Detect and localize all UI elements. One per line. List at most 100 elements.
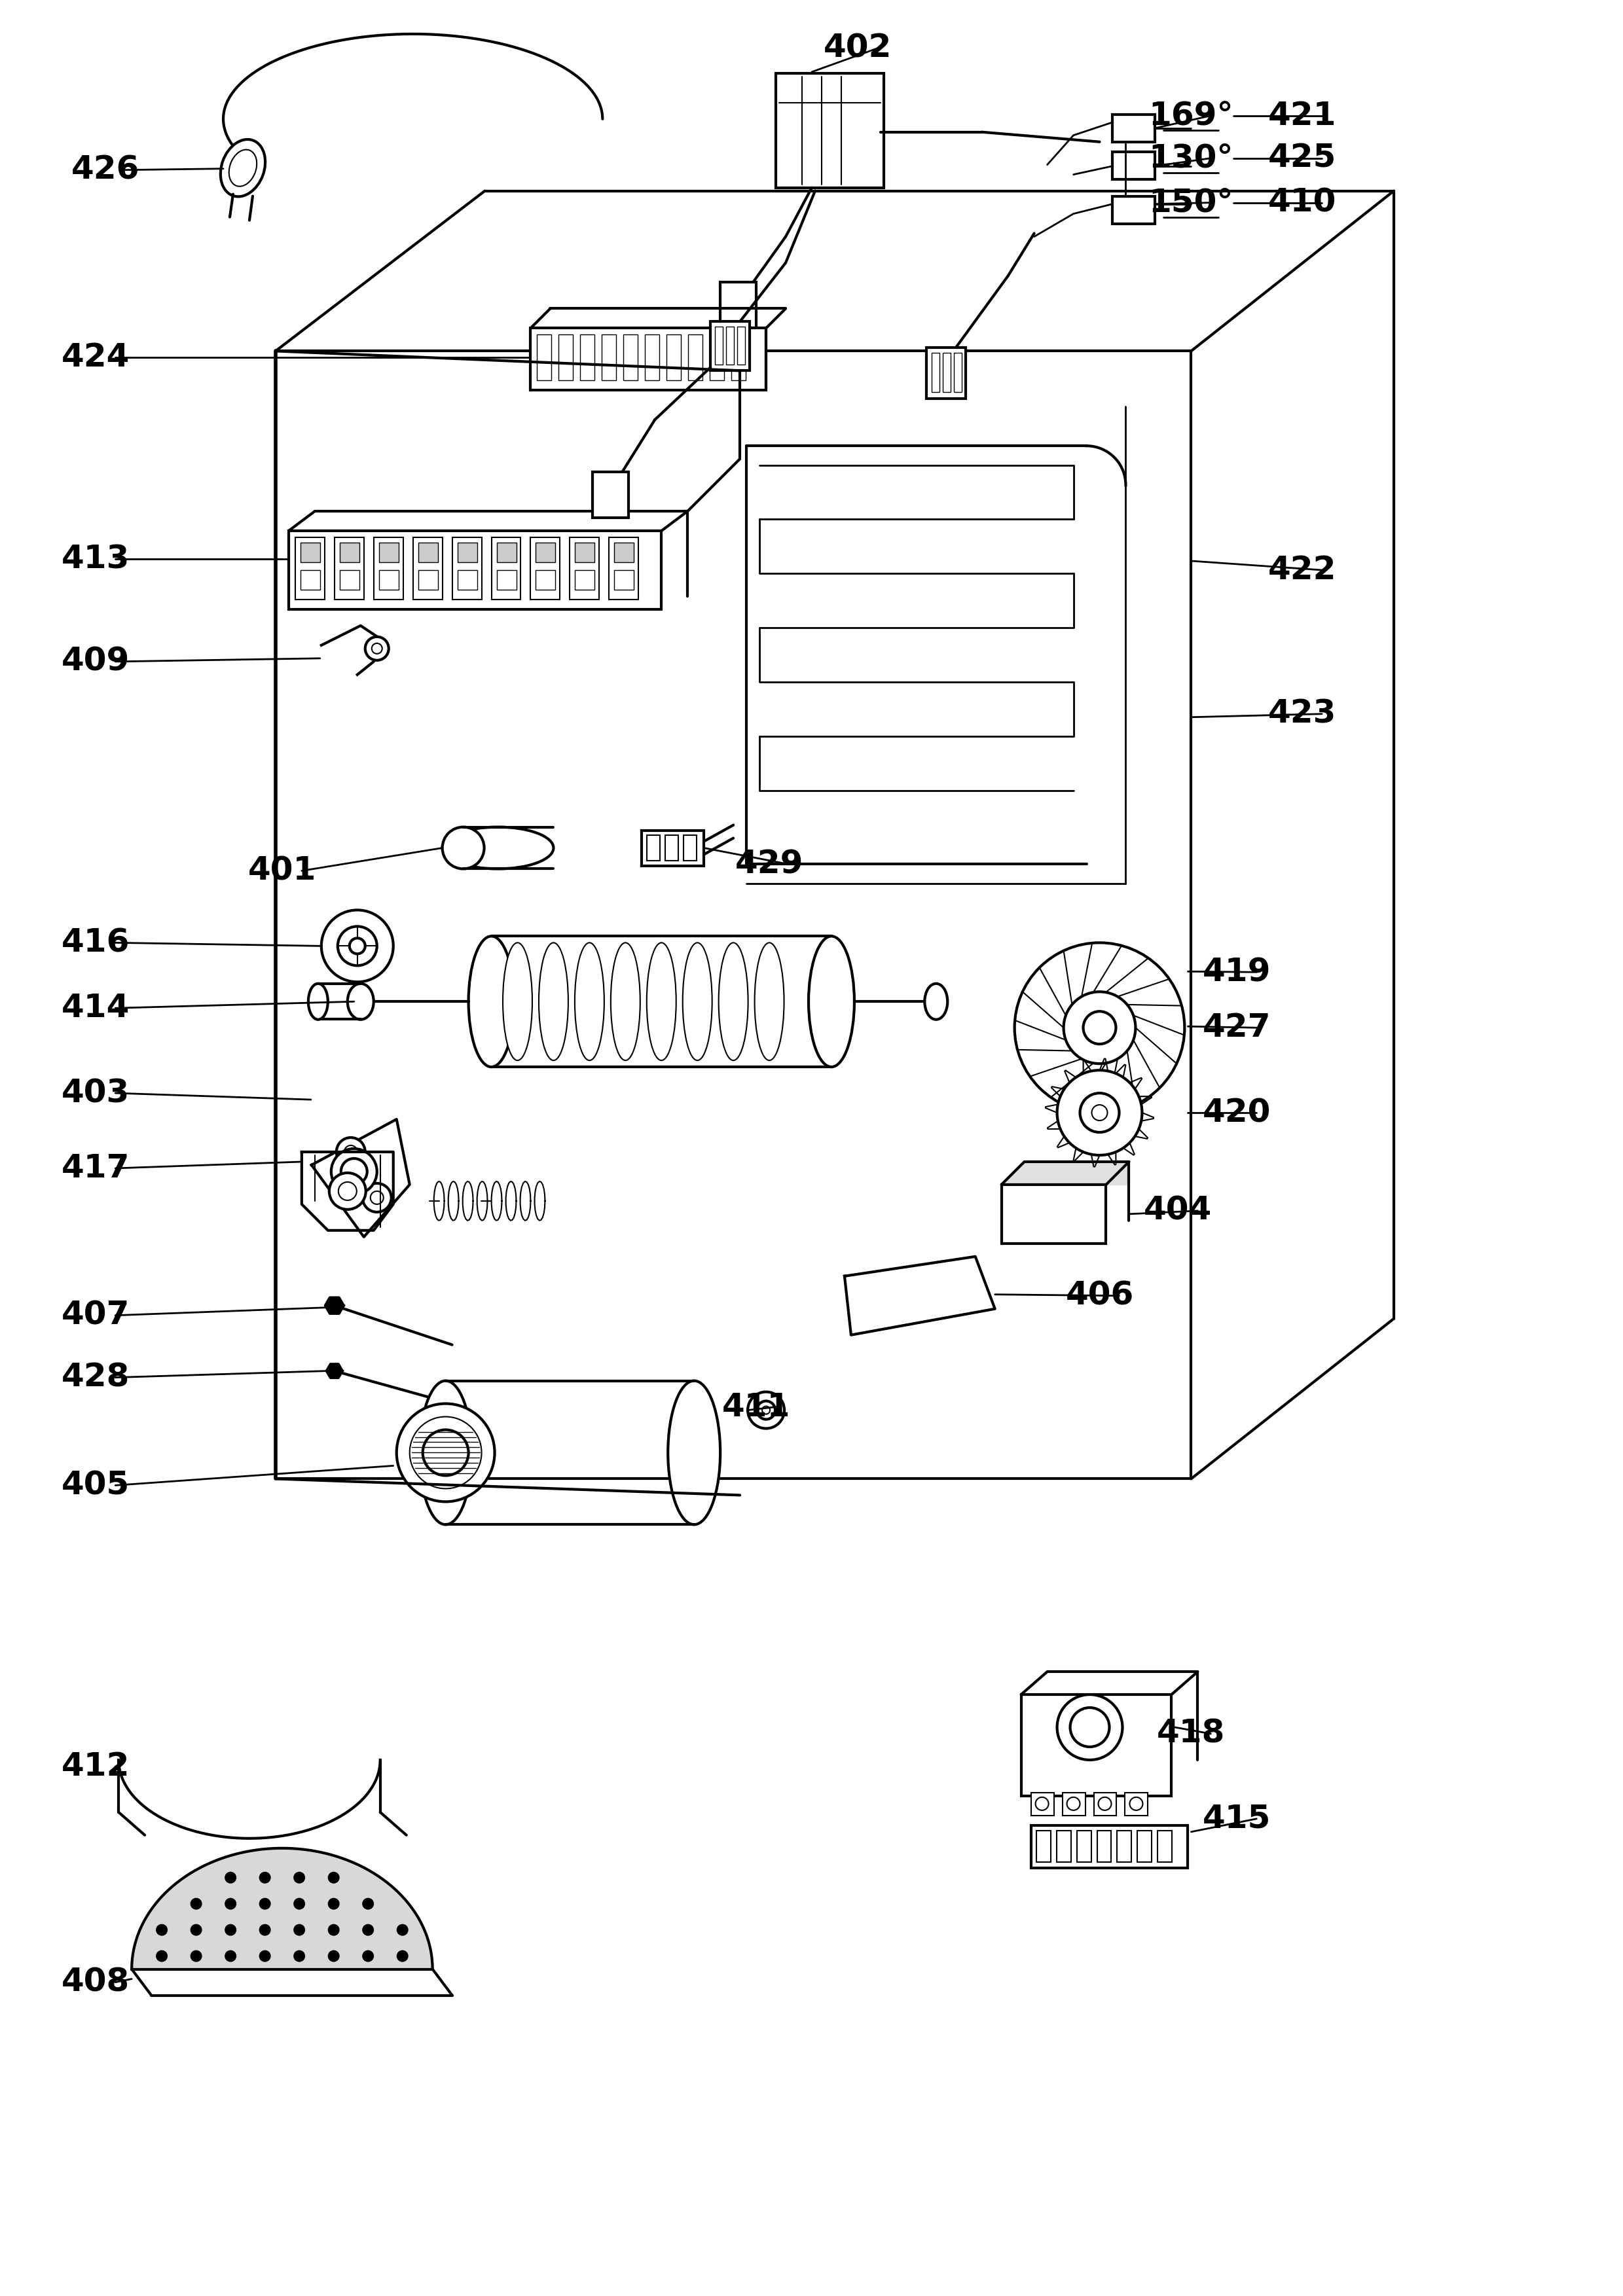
Bar — [1117, 1830, 1131, 1862]
Text: 130°: 130° — [1149, 142, 1233, 174]
Bar — [927, 347, 966, 400]
Bar — [615, 542, 635, 563]
Circle shape — [1130, 1798, 1143, 1809]
Text: 418: 418 — [1157, 1717, 1225, 1750]
Circle shape — [1057, 1694, 1123, 1761]
Bar — [1021, 1694, 1172, 1795]
Bar — [558, 335, 573, 381]
Text: 402: 402 — [823, 32, 891, 64]
Bar — [954, 354, 961, 393]
Bar — [1063, 1793, 1086, 1816]
Text: 425: 425 — [1268, 142, 1336, 174]
Bar — [1031, 1825, 1188, 1869]
Bar — [1076, 1830, 1091, 1862]
Polygon shape — [844, 1256, 995, 1334]
Text: 404: 404 — [1144, 1194, 1212, 1226]
Bar — [1094, 1793, 1117, 1816]
Bar — [1113, 152, 1156, 179]
Bar — [776, 73, 885, 188]
Circle shape — [338, 1182, 357, 1201]
Circle shape — [1096, 967, 1104, 974]
Circle shape — [294, 1949, 305, 1963]
Bar — [497, 542, 516, 563]
Circle shape — [294, 1924, 305, 1936]
Bar — [575, 569, 594, 590]
Bar — [725, 326, 734, 365]
Bar — [716, 326, 722, 365]
Bar — [1113, 195, 1156, 223]
Circle shape — [328, 1871, 339, 1883]
Text: 403: 403 — [62, 1077, 130, 1109]
Circle shape — [331, 1148, 377, 1194]
Circle shape — [763, 1405, 769, 1414]
Circle shape — [362, 1182, 391, 1212]
Bar — [609, 537, 638, 599]
Polygon shape — [131, 1848, 432, 1970]
Bar — [378, 542, 399, 563]
Text: 410: 410 — [1268, 186, 1336, 218]
Bar — [644, 335, 659, 381]
Bar — [531, 537, 560, 599]
Ellipse shape — [539, 944, 568, 1061]
Bar — [688, 335, 703, 381]
Bar — [531, 328, 766, 390]
Bar — [641, 831, 704, 866]
Circle shape — [190, 1924, 201, 1936]
Circle shape — [422, 1430, 469, 1476]
Ellipse shape — [925, 983, 948, 1019]
Ellipse shape — [443, 827, 553, 868]
Circle shape — [190, 1949, 201, 1963]
Ellipse shape — [755, 944, 784, 1061]
Circle shape — [1083, 1010, 1117, 1045]
Ellipse shape — [347, 983, 373, 1019]
Circle shape — [344, 1146, 357, 1159]
Ellipse shape — [808, 937, 854, 1068]
Text: 409: 409 — [62, 645, 130, 677]
Bar — [537, 335, 552, 381]
Bar — [1097, 1830, 1112, 1862]
Text: 414: 414 — [62, 992, 130, 1024]
Circle shape — [372, 643, 381, 654]
Text: 419: 419 — [1203, 957, 1271, 987]
Circle shape — [362, 1924, 373, 1936]
Circle shape — [190, 1899, 201, 1910]
Circle shape — [1092, 962, 1107, 978]
Ellipse shape — [229, 149, 256, 186]
Circle shape — [156, 1924, 167, 1936]
Ellipse shape — [610, 944, 639, 1061]
Ellipse shape — [669, 1380, 721, 1525]
Text: 423: 423 — [1268, 698, 1336, 730]
Circle shape — [341, 1159, 367, 1185]
Circle shape — [748, 1391, 784, 1428]
Circle shape — [1063, 992, 1136, 1063]
Bar — [932, 354, 940, 393]
Circle shape — [396, 1924, 409, 1936]
Bar — [1138, 1830, 1152, 1862]
Text: 150°: 150° — [1149, 186, 1233, 218]
Ellipse shape — [683, 944, 712, 1061]
Circle shape — [260, 1924, 271, 1936]
Bar — [295, 537, 325, 599]
Bar — [419, 542, 438, 563]
Bar — [419, 569, 438, 590]
Bar — [300, 569, 320, 590]
Bar — [575, 542, 594, 563]
Ellipse shape — [419, 1380, 472, 1525]
Text: 426: 426 — [71, 154, 140, 186]
Text: 407: 407 — [62, 1300, 130, 1332]
Bar — [1035, 1830, 1050, 1862]
Text: 408: 408 — [62, 1965, 130, 1998]
Circle shape — [365, 636, 390, 661]
Text: 406: 406 — [1065, 1281, 1134, 1311]
Circle shape — [756, 1401, 776, 1419]
Bar — [1125, 1793, 1147, 1816]
Ellipse shape — [719, 944, 748, 1061]
Bar — [709, 335, 724, 381]
Circle shape — [260, 1899, 271, 1910]
Ellipse shape — [221, 140, 265, 197]
Bar — [1113, 115, 1156, 142]
Polygon shape — [326, 1364, 342, 1378]
Bar — [458, 569, 477, 590]
Circle shape — [1066, 1798, 1079, 1809]
Bar — [721, 282, 756, 328]
